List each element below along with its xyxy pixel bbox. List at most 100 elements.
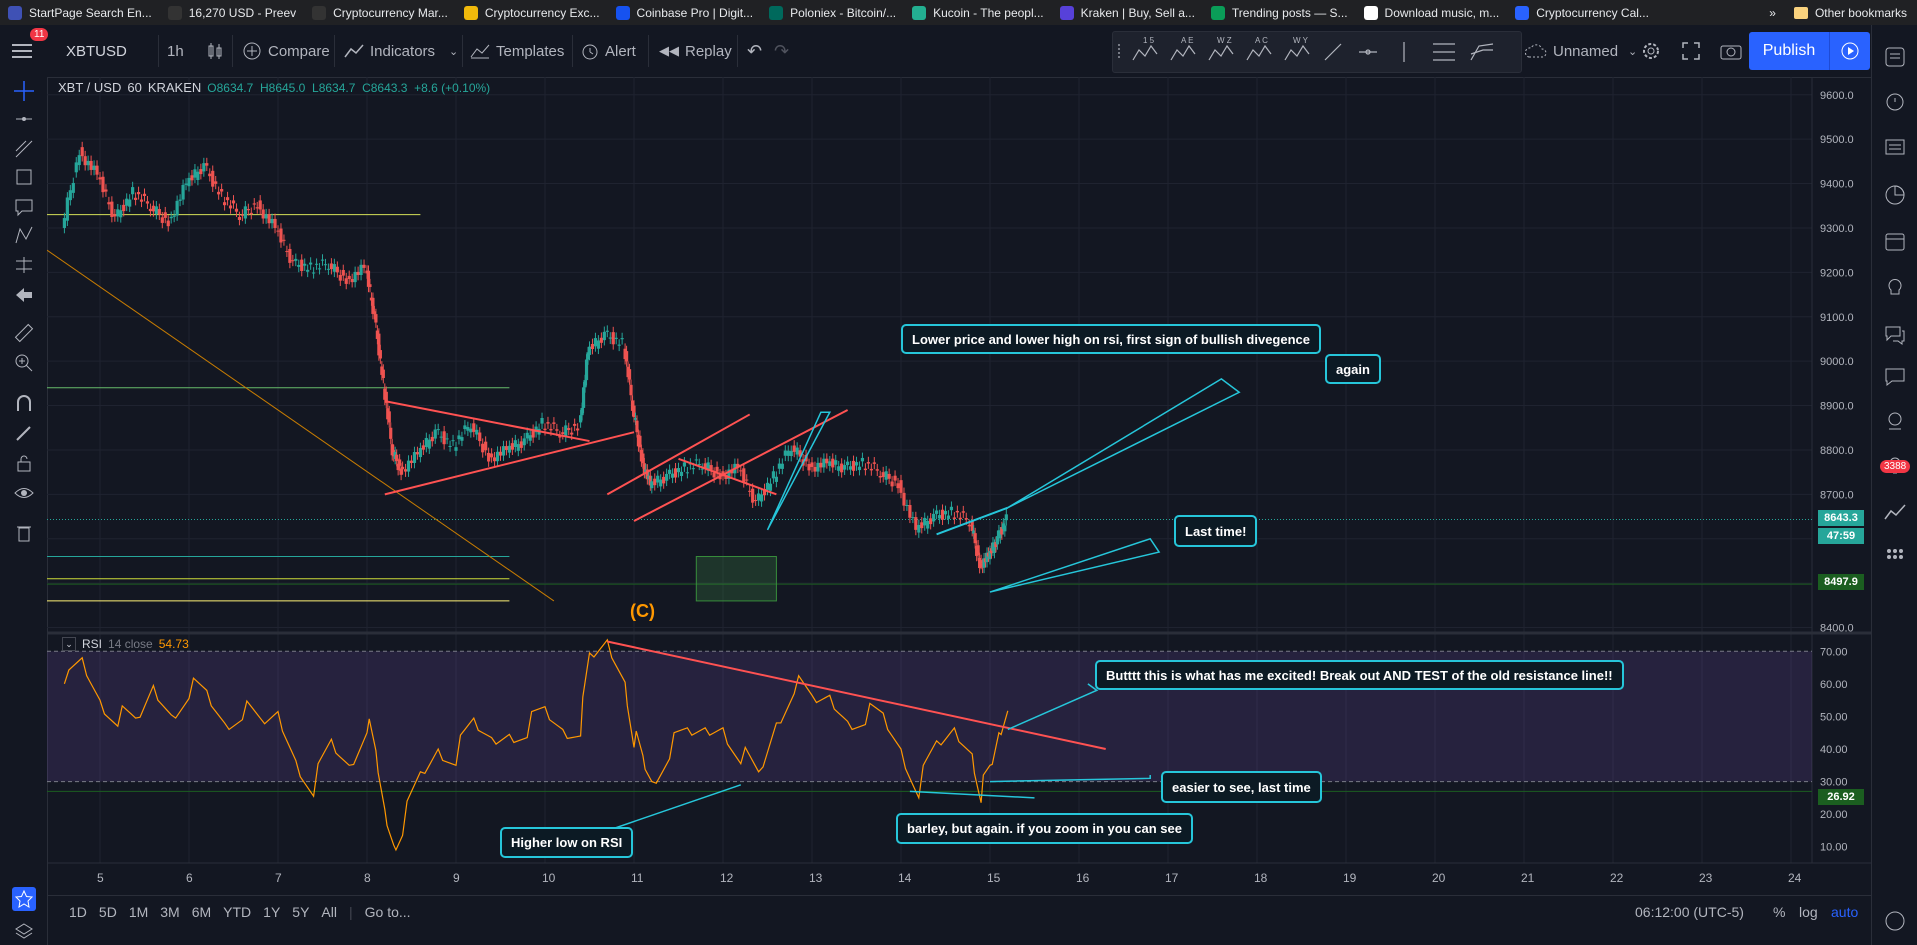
callout-higher-low[interactable]: Higher low on RSI [500,827,634,858]
callout-again[interactable]: again [1325,354,1381,384]
candle-body [813,466,817,472]
bookmark-item[interactable]: Kraken | Buy, Sell a... [1052,0,1203,25]
publish-button[interactable]: Publish [1749,32,1829,70]
fullscreen-button[interactable] [1682,25,1700,77]
range-button[interactable]: 1M [128,904,149,920]
zoom-icon[interactable] [12,351,36,375]
interval-button[interactable]: 1h [167,42,184,60]
percent-toggle[interactable]: % [1773,904,1786,920]
layout-button[interactable]: Unnamed ⌄ [1523,25,1637,77]
layers-icon[interactable] [12,919,36,943]
range-button[interactable]: 1D [69,904,87,920]
goto-button[interactable]: Go to... [364,904,411,920]
eye-icon[interactable] [12,481,36,505]
undo-icon[interactable]: ↶ [747,40,763,61]
data-window-icon[interactable] [1883,135,1907,159]
replay-button[interactable]: ◀◀ Replay [659,25,732,77]
candle-body [415,452,420,455]
candle-body [620,338,624,340]
back-arrow-icon[interactable] [12,283,36,307]
watchlist-icon[interactable] [1883,45,1907,69]
trendline-icon[interactable] [12,107,36,131]
redo-icon[interactable]: ↷ [774,40,790,61]
timezone-clock[interactable]: 06:12:00 (UTC-5) [1635,904,1744,920]
bookmark-item[interactable]: Cryptocurrency Mar... [304,0,456,25]
rsi-line [63,638,1009,852]
other-bookmarks[interactable]: Other bookmarks [1814,5,1907,20]
bookmark-item[interactable]: Trending posts — S... [1203,0,1356,25]
callout-barley[interactable]: barley, but again. if you zoom in you ca… [896,813,1193,844]
range-button[interactable]: 5Y [292,904,310,920]
star-icon[interactable] [12,887,36,911]
chart-area[interactable]: 9600.0 9500.0 9400.0 9300.0 9200.0 9100.0 9000… [47,77,1871,895]
time-tick-label: 20 [1432,871,1446,885]
ideas-icon[interactable] [1883,275,1907,299]
pitchfork-icon[interactable] [12,137,36,161]
alarm-clock-icon[interactable] [1883,89,1907,113]
candle-body [285,251,289,253]
ruler-icon[interactable] [12,321,36,345]
candle-body [83,156,87,166]
pencil-lock-icon[interactable] [12,421,36,445]
bookmark-item[interactable]: Kucoin - The peopl... [904,0,1052,25]
bookmark-item[interactable]: Poloniex - Bitcoin/... [761,0,904,25]
candle-body [225,197,230,201]
range-button[interactable]: 3M [160,904,180,920]
compare-button[interactable]: Compare [242,25,330,77]
alert-button[interactable]: Alert [581,25,636,77]
settings-button[interactable] [1641,25,1661,77]
more-bookmarks-button[interactable]: » [1769,5,1776,20]
symbol-search[interactable]: XBTUSD [66,42,127,60]
legend-pair: XBT / USD [58,80,122,95]
range-button[interactable]: 6M [191,904,212,920]
chart-type-button[interactable] [207,25,223,77]
range-button[interactable]: 1Y [263,904,281,920]
rectangle-icon[interactable] [12,165,36,189]
range-button[interactable]: YTD [223,904,252,920]
streams-icon[interactable] [1883,409,1907,433]
chat-icon[interactable] [1883,323,1907,347]
candle-body [418,448,422,458]
candle-body [184,183,188,185]
publish-play-button[interactable] [1829,32,1870,70]
grid-icon[interactable] [1883,545,1907,569]
candle-body [816,462,820,472]
measure-icon[interactable] [12,253,36,277]
bookmark-item[interactable]: Cryptocurrency Exc... [456,0,608,25]
candle-body [727,469,731,479]
bookmark-item[interactable]: Cryptocurrency Cal... [1507,0,1657,25]
bookmark-item[interactable]: Coinbase Pro | Digit... [608,0,762,25]
callout-pointer [989,775,1151,783]
range-button[interactable]: 5D [98,904,117,920]
magnet-icon[interactable] [12,391,36,415]
trash-icon[interactable] [12,521,36,545]
trading-icon[interactable] [1883,501,1907,525]
callout-easier[interactable]: easier to see, last time [1161,771,1322,803]
candle-body [641,453,645,464]
bookmark-item[interactable]: Download music, m... [1356,0,1508,25]
bookmark-item[interactable]: 16,270 USD - Preev [160,0,304,25]
callout-divergence[interactable]: Lower price and lower high on rsi, first… [901,324,1322,354]
auto-toggle[interactable]: auto [1831,904,1859,920]
help-icon[interactable] [1883,909,1907,933]
templates-button[interactable]: Templates [470,25,564,77]
hotlist-icon[interactable] [1883,183,1907,207]
collapse-chevron-icon[interactable]: ⌄ [62,637,76,651]
lock-icon[interactable] [12,451,36,475]
pattern-icon[interactable] [12,223,36,247]
candle-body [384,391,388,403]
bookmark-item[interactable]: StartPage Search En... [0,0,160,25]
crosshair-icon[interactable] [12,79,36,103]
candle-body [498,451,503,456]
log-toggle[interactable]: log [1799,904,1818,920]
comment-icon[interactable] [12,195,36,219]
menu-button[interactable] [12,25,32,77]
callout-breakout[interactable]: Butttt this is what has me excited! Brea… [1095,660,1624,690]
snapshot-button[interactable] [1720,25,1742,77]
callout-last-time[interactable]: Last time! [1174,515,1258,547]
calendar-icon[interactable] [1883,229,1907,253]
candle-body [519,441,523,448]
indicators-button[interactable]: Indicators ⌄ [344,25,458,77]
messages-icon[interactable] [1883,365,1907,389]
range-button[interactable]: All [321,904,337,920]
